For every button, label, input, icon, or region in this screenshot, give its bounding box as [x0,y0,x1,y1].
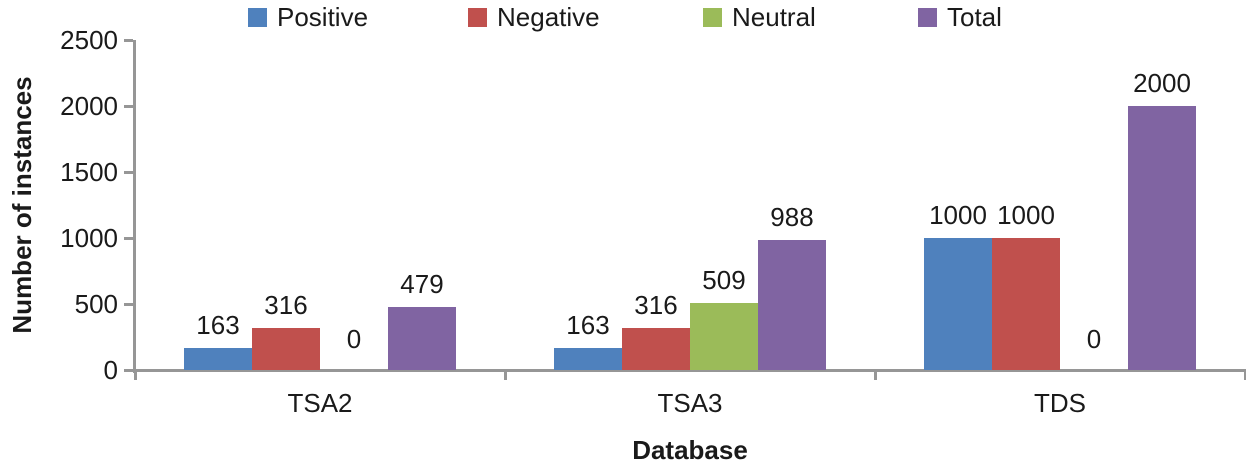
y-axis-line [133,40,136,373]
value-label-neutral-tsa3: 509 [702,264,746,295]
y-axis-title: Number of instances [7,76,37,334]
x-tick-mark [1244,371,1246,380]
bar-positive-tds [924,238,992,370]
value-label-negative-tds: 1000 [997,200,1055,230]
bar-total-tsa3 [758,239,826,370]
legend-item-positive: Positive [248,2,368,32]
legend-swatch-positive [248,7,267,27]
y-tick-mark [124,105,133,108]
legend-swatch-negative [468,7,487,27]
value-label-positive-tsa3: 163 [566,310,610,341]
value-label-positive-tsa2: 163 [196,310,240,341]
legend-label: Neutral [732,2,816,32]
value-label-negative-tsa3: 316 [634,290,678,321]
bar-neutral-tsa3 [690,302,758,370]
value-label-neutral-tsa2: 0 [346,324,362,354]
legend-item-total: Total [918,2,1002,32]
x-tick-mark [504,371,507,380]
bar-total-tsa2 [388,306,456,370]
value-label-total-tsa2: 479 [400,268,444,299]
bar-negative-tsa3 [622,328,690,370]
value-label-neutral-tds: 0 [1086,324,1102,354]
y-tick-label: 1500 [60,157,118,187]
y-tick-mark [124,171,133,174]
bar-positive-tsa3 [554,348,622,370]
x-tick-mark [134,371,137,380]
y-tick-label: 1000 [60,223,118,253]
y-tick-mark [124,237,133,240]
y-tick-mark [124,39,133,42]
y-tick-label: 0 [103,355,118,385]
legend-label: Negative [497,2,600,32]
y-tick-label: 2500 [60,25,118,55]
bar-positive-tsa2 [184,348,252,370]
legend-label: Total [947,2,1002,32]
y-tick-mark [124,369,133,372]
x-axis-title: Database [632,435,748,465]
bar-negative-tds [992,238,1060,370]
x-tick-label-tds: TDS [1034,388,1086,418]
legend-item-negative: Negative [468,2,600,32]
value-label-total-tsa3: 988 [770,201,814,232]
legend-item-neutral: Neutral [703,2,816,32]
y-tick-mark [124,303,133,306]
value-label-negative-tsa2: 316 [264,290,308,321]
y-tick-label: 500 [74,289,118,319]
legend-swatch-total [918,7,937,27]
bar-total-tds [1128,106,1196,370]
bar-negative-tsa2 [252,328,320,370]
legend-label: Positive [277,2,369,32]
value-label-positive-tds: 1000 [929,200,987,230]
x-tick-label-tsa3: TSA3 [657,388,723,418]
x-tick-label-tsa2: TSA2 [287,388,353,418]
y-tick-label: 2000 [60,91,118,121]
x-axis-line [133,369,1246,372]
value-label-total-tds: 2000 [1133,68,1191,98]
legend-swatch-neutral [703,7,722,27]
x-tick-mark [874,371,877,380]
